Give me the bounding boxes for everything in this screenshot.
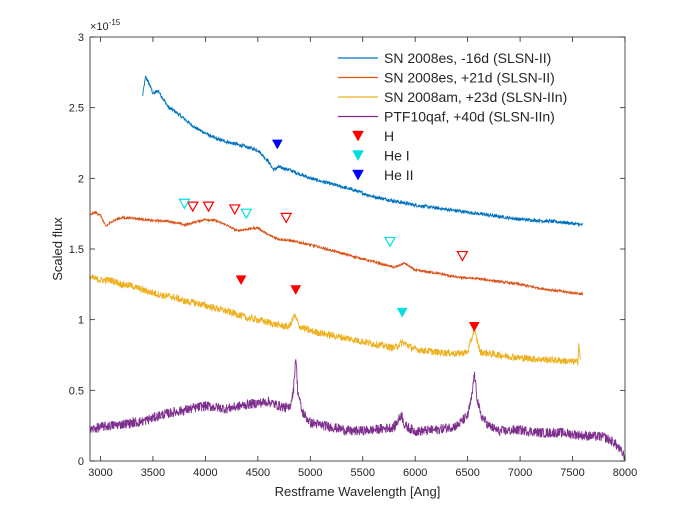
x-tick-label: 3000 bbox=[88, 467, 112, 479]
h-marker-open bbox=[186, 201, 199, 213]
legend-label: H bbox=[384, 128, 394, 144]
y-axis: 0 0.5 1 1.5 2 2.5 3 bbox=[69, 32, 625, 468]
he-i-marker-filled bbox=[396, 307, 408, 318]
series-lines bbox=[89, 75, 626, 461]
line-markers bbox=[178, 139, 480, 332]
y-tick-label: 1.5 bbox=[69, 244, 84, 256]
h-marker-filled bbox=[235, 275, 247, 286]
x-tick-label: 4500 bbox=[246, 467, 270, 479]
x-axis-label: Restframe Wavelength [Ang] bbox=[275, 484, 441, 499]
h-marker-open bbox=[202, 201, 215, 213]
legend-label: He I bbox=[384, 148, 410, 164]
h-marker-open bbox=[228, 204, 241, 216]
x-tick-label: 8000 bbox=[613, 467, 637, 479]
legend-label: PTF10qaf, +40d (SLSN-IIn) bbox=[384, 109, 555, 125]
x-tick-label: 5000 bbox=[298, 467, 322, 479]
legend-label: SN 2008es, +21d (SLSN-II) bbox=[384, 70, 555, 86]
y-tick-label: 3 bbox=[78, 32, 84, 44]
h-marker-filled bbox=[468, 321, 480, 332]
x-tick-label: 3500 bbox=[141, 467, 165, 479]
y-tick-label: 2 bbox=[78, 173, 84, 185]
x-tick-label: 7000 bbox=[508, 467, 532, 479]
he-i-marker-open bbox=[383, 236, 397, 248]
y-tick-label: 0 bbox=[78, 456, 84, 468]
h-marker-filled bbox=[290, 285, 302, 296]
legend-label: He II bbox=[384, 167, 414, 183]
h-marker-open bbox=[280, 212, 293, 224]
series-line-1 bbox=[142, 75, 583, 228]
x-axis: 3000 3500 4000 4500 5000 5500 6000 6500 7000 7500… bbox=[88, 37, 637, 479]
he-i-marker-open bbox=[178, 198, 191, 210]
legend: SN 2008es, -16d (SLSN-II) SN 2008es, +21d… bbox=[338, 50, 567, 183]
legend-swatch-triangle bbox=[352, 150, 364, 161]
y-tick-label: 0.5 bbox=[69, 385, 84, 397]
x-tick-label: 4000 bbox=[193, 467, 217, 479]
legend-label: SN 2008es, -16d (SLSN-II) bbox=[384, 50, 551, 66]
series-line-2 bbox=[89, 210, 584, 296]
he-ii-marker-filled bbox=[271, 139, 283, 150]
x-tick-label: 6500 bbox=[455, 467, 479, 479]
h-marker-open bbox=[456, 250, 469, 262]
y-tick-label: 1 bbox=[78, 315, 84, 327]
legend-swatch-triangle bbox=[352, 169, 364, 181]
y-axis-label: Scaled flux bbox=[50, 217, 65, 281]
he-i-marker-open bbox=[240, 208, 253, 220]
y-multiplier-exponent: -15 bbox=[109, 18, 121, 27]
y-axis-multiplier: ×10-15 bbox=[90, 18, 121, 33]
series-line-4 bbox=[89, 359, 626, 461]
x-tick-label: 6000 bbox=[403, 467, 427, 479]
x-tick-label: 7500 bbox=[560, 467, 584, 479]
legend-label: SN 2008am, +23d (SLSN-IIn) bbox=[384, 89, 567, 105]
series-line-3 bbox=[89, 274, 581, 366]
y-multiplier-base: ×10 bbox=[90, 21, 109, 33]
legend-swatch-triangle bbox=[352, 130, 364, 142]
x-tick-label: 5500 bbox=[351, 467, 375, 479]
y-tick-label: 2.5 bbox=[69, 103, 84, 115]
